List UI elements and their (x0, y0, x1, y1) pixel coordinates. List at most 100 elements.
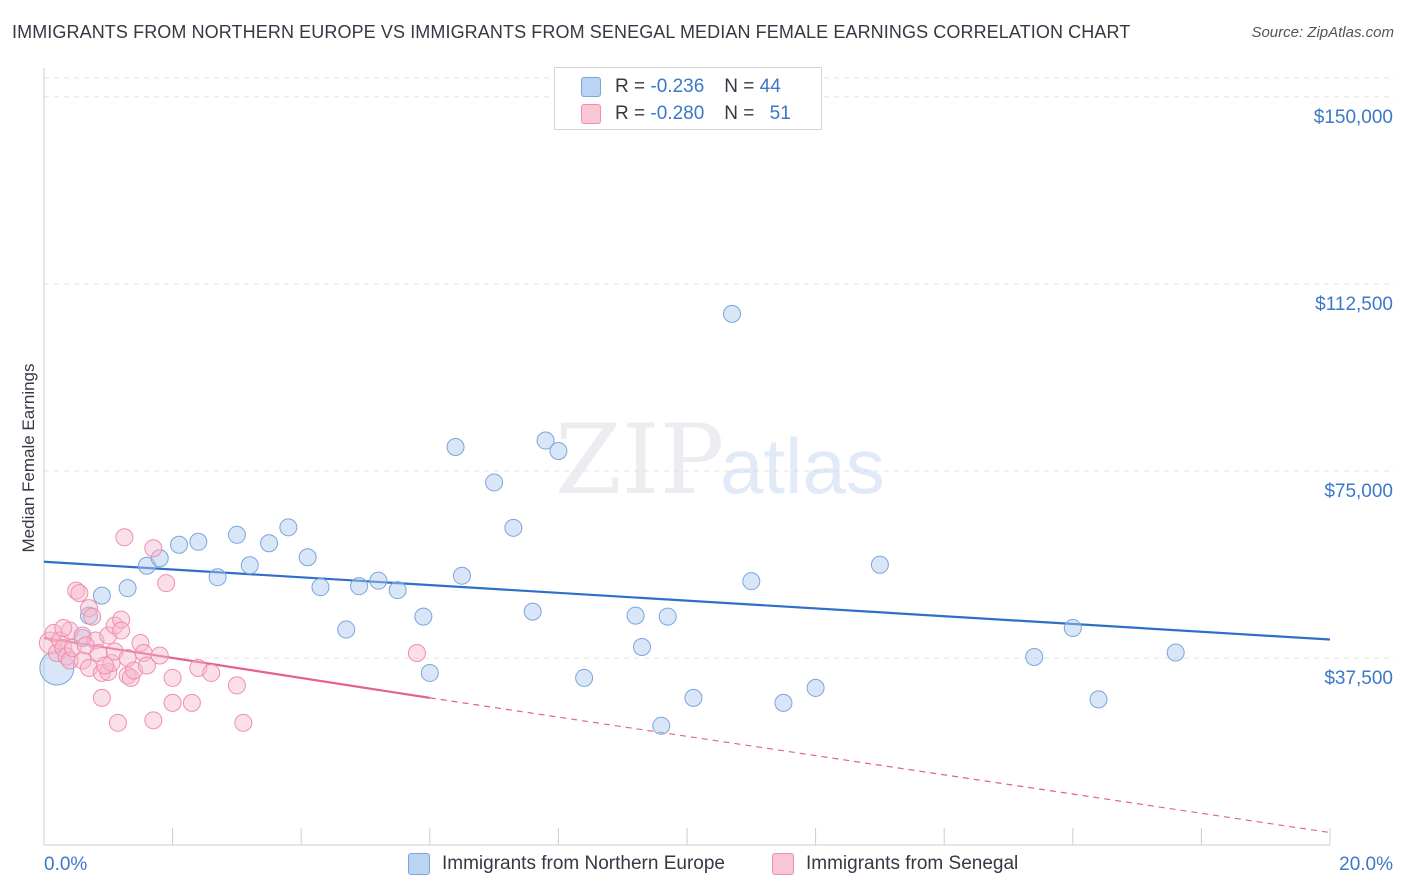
point-northern-europe (240, 556, 259, 575)
y-tick-label: $150,000 (1314, 107, 1393, 128)
point-northern-europe (504, 518, 523, 537)
point-northern-europe (684, 688, 703, 707)
point-senegal (92, 688, 111, 707)
trend-line-northern-europe (43, 560, 1331, 641)
watermark-zip: ZIP (555, 404, 724, 516)
point-senegal (70, 584, 89, 603)
source-label: Source: ZipAtlas.com (1251, 24, 1394, 41)
point-senegal (227, 676, 246, 695)
point-northern-europe (1089, 690, 1108, 709)
point-senegal (131, 634, 150, 653)
point-senegal (108, 713, 127, 732)
point-senegal (150, 646, 169, 665)
trend-line-senegal-extension (429, 697, 1331, 834)
point-senegal (157, 574, 176, 593)
point-northern-europe (1063, 619, 1082, 638)
y-tick-label: $37,500 (1324, 668, 1393, 689)
point-senegal (137, 656, 156, 675)
point-senegal (182, 693, 201, 712)
point-northern-europe (337, 620, 356, 639)
point-senegal (202, 663, 221, 682)
point-senegal (83, 607, 102, 626)
point-northern-europe (523, 602, 542, 621)
point-northern-europe (150, 549, 169, 568)
bottom-legend-northern-europe: Immigrants from Northern Europe (408, 850, 725, 878)
point-northern-europe (870, 555, 889, 574)
point-senegal (234, 713, 253, 732)
point-northern-europe (298, 548, 317, 567)
legend-r-label: R = (615, 76, 646, 97)
bottom-legend-label: Immigrants from Senegal (806, 853, 1019, 874)
point-northern-europe (658, 607, 677, 626)
legend-r-value: -0.280 (650, 103, 705, 124)
point-northern-europe (774, 693, 793, 712)
point-northern-europe (170, 535, 189, 554)
point-northern-europe (485, 473, 504, 492)
point-northern-europe (92, 586, 111, 605)
point-northern-europe (632, 638, 651, 657)
point-senegal (112, 610, 131, 629)
point-senegal (144, 711, 163, 730)
legend-swatch-blue (581, 77, 601, 97)
point-northern-europe (1025, 647, 1044, 666)
y-axis-label: Median Female Earnings (19, 364, 38, 553)
legend-r-value: -0.236 (650, 76, 705, 97)
point-northern-europe (388, 581, 407, 600)
point-northern-europe (118, 579, 137, 598)
point-northern-europe (227, 525, 246, 544)
legend-n-value: 51 (769, 103, 791, 124)
point-senegal (67, 581, 86, 600)
point-senegal (407, 643, 426, 662)
point-northern-europe (350, 577, 369, 596)
watermark: ZIP atlas (555, 404, 885, 516)
legend-n-value: 44 (759, 76, 781, 97)
point-senegal (54, 619, 73, 638)
point-senegal (115, 528, 134, 547)
legend-n-label: N = (724, 103, 755, 124)
point-northern-europe (208, 568, 227, 587)
point-northern-europe (420, 663, 439, 682)
point-northern-europe (414, 607, 433, 626)
point-northern-europe (369, 571, 388, 590)
legend-row-senegal: R = -0.280 N = 51 (581, 101, 791, 127)
point-northern-europe (446, 438, 465, 457)
point-northern-europe (723, 304, 742, 323)
bottom-swatch-pink (772, 853, 794, 875)
legend-swatch-pink (581, 104, 601, 124)
data-points (38, 304, 1185, 735)
axes (43, 68, 1331, 846)
point-northern-europe (575, 668, 594, 687)
x-tick-label-end: 20.0% (1339, 854, 1393, 875)
point-senegal (163, 668, 182, 687)
bottom-swatch-blue (408, 853, 430, 875)
point-northern-europe (189, 532, 208, 551)
point-senegal (112, 621, 131, 640)
chart-title: IMMIGRANTS FROM NORTHERN EUROPE VS IMMIG… (12, 22, 1131, 42)
point-senegal (96, 656, 115, 675)
point-northern-europe (536, 431, 555, 450)
point-northern-europe (549, 442, 568, 461)
point-senegal (163, 693, 182, 712)
point-northern-europe (452, 566, 471, 585)
point-northern-europe (652, 716, 671, 735)
point-senegal (144, 539, 163, 558)
trend-lines (43, 560, 1331, 834)
point-senegal (38, 631, 62, 655)
point-northern-europe (742, 572, 761, 591)
point-northern-europe (626, 606, 645, 625)
point-northern-europe (311, 578, 330, 597)
point-senegal (44, 624, 63, 643)
x-tick-label-start: 0.0% (44, 854, 87, 875)
point-northern-europe (1166, 643, 1185, 662)
point-senegal (76, 636, 95, 655)
watermark-atlas: atlas (720, 422, 885, 510)
point-northern-europe (279, 518, 298, 537)
trend-line-senegal (43, 636, 430, 699)
correlation-legend: R = -0.236 N = 44 R = -0.280 N = 51 (554, 67, 822, 130)
point-northern-europe (806, 678, 825, 697)
bottom-legend-label: Immigrants from Northern Europe (442, 853, 725, 874)
legend-n-label: N = (724, 76, 755, 97)
point-northern-europe (260, 534, 279, 553)
y-tick-label: $75,000 (1324, 481, 1393, 502)
